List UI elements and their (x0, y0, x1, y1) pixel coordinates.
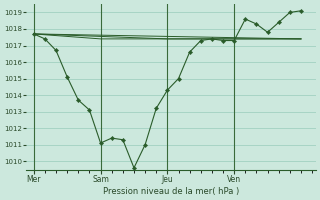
X-axis label: Pression niveau de la mer( hPa ): Pression niveau de la mer( hPa ) (103, 187, 239, 196)
